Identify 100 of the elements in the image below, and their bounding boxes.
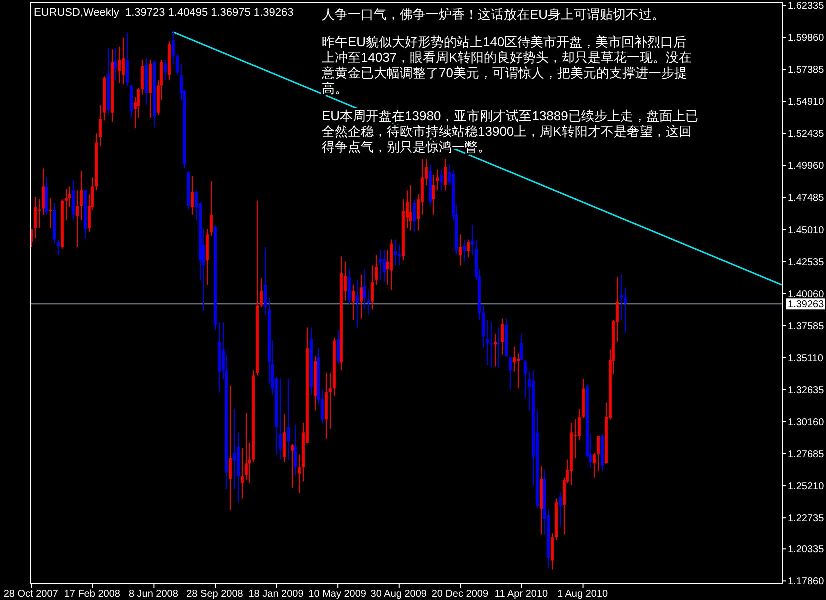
candlestick	[513, 346, 516, 372]
candlestick	[176, 54, 179, 76]
y-tick-label: 1.49960	[788, 161, 825, 172]
candlestick	[520, 334, 523, 361]
y-tick-label: 1.37585	[788, 321, 825, 332]
candlestick	[164, 59, 167, 82]
y-tick-label: 1.45010	[788, 225, 825, 236]
candlestick	[99, 104, 102, 148]
candlestick	[559, 492, 562, 528]
candlestick	[337, 330, 340, 365]
candlestick	[38, 199, 41, 229]
candlestick	[294, 424, 297, 476]
candlestick	[279, 379, 282, 460]
candlestick	[624, 287, 627, 334]
ref-line-label: 1.39263	[788, 300, 825, 311]
candlestick	[229, 386, 232, 511]
candlestick	[34, 196, 37, 239]
x-tick-label: 1 Aug 2010	[557, 589, 609, 600]
candlestick	[80, 170, 83, 221]
candlestick	[398, 244, 401, 266]
candlestick	[409, 184, 412, 232]
candlestick	[57, 239, 60, 256]
candlestick	[501, 318, 504, 356]
candlestick	[360, 274, 363, 320]
chart-title: EURUSD,Weekly 1.39723 1.40495 1.36975 1.39263	[34, 7, 294, 19]
candlestick	[65, 188, 68, 221]
candlestick	[524, 360, 527, 398]
candlestick	[141, 59, 144, 96]
y-tick-label: 1.17860	[788, 576, 825, 588]
candlestick	[436, 169, 439, 192]
candlestick	[287, 379, 290, 460]
candlestick	[551, 533, 554, 570]
candlestick	[379, 250, 382, 280]
candlestick	[432, 174, 435, 216]
candlestick	[517, 353, 520, 390]
x-tick-label: 30 Aug 2009	[370, 589, 428, 600]
candlestick	[597, 436, 600, 472]
candlestick	[126, 32, 129, 86]
x-tick-label: 28 Sep 2008	[186, 589, 244, 600]
candlestick	[329, 372, 332, 430]
candlestick	[210, 181, 213, 236]
candlestick	[444, 159, 447, 192]
candlestick	[463, 239, 466, 262]
y-tick-label: 1.30160	[788, 417, 825, 428]
y-tick-label: 1.40060	[788, 289, 825, 300]
x-tick-label: 20 Dec 2009	[432, 589, 489, 600]
candlestick	[471, 225, 474, 256]
y-tick-label: 1.27685	[788, 450, 825, 461]
candlestick	[241, 448, 244, 500]
candlestick	[593, 452, 596, 478]
candlestick	[245, 412, 248, 481]
candlestick	[114, 48, 117, 82]
candlestick	[264, 247, 267, 316]
candlestick	[371, 265, 374, 310]
candlestick	[118, 46, 121, 84]
candlestick	[486, 320, 489, 366]
candlestick	[413, 199, 416, 232]
y-tick-label: 1.62335	[788, 1, 825, 12]
candlestick	[42, 168, 45, 216]
candlestick	[494, 334, 497, 368]
x-tick-label: 11 Apr 2010	[494, 589, 549, 600]
annotation: 昨午EU貌似大好形势的站上140区待美市开盘，美市回补烈口后上冲至14037，眼看周K转阳的良好势头，却只是草花一现。没在意黄金已大幅调整了70美元，可谓惊人，把美元的支撑进一步提高。	[321, 34, 692, 96]
candlestick	[467, 239, 470, 258]
candlestick	[76, 190, 79, 248]
candlestick	[233, 408, 236, 490]
x-tick-label: 10 May 2009	[308, 589, 367, 600]
candlestick	[578, 408, 581, 441]
y-tick-label: 1.57385	[788, 65, 825, 76]
candlestick	[363, 269, 366, 310]
x-tick-label: 17 Feb 2008	[64, 589, 121, 600]
candlestick	[298, 454, 301, 494]
x-tick-label: 8 Jun 2008	[128, 589, 179, 600]
y-tick-label: 1.25210	[788, 482, 825, 493]
x-tick-label: 18 Jan 2009	[248, 589, 304, 600]
candlestick	[620, 274, 623, 321]
y-tick-label: 1.52435	[788, 129, 825, 140]
y-tick-label: 1.54910	[788, 97, 825, 108]
candlestick	[260, 278, 263, 308]
candlestick	[367, 290, 370, 316]
candlestick	[191, 176, 194, 216]
candlestick	[440, 169, 443, 192]
candlestick	[375, 254, 378, 286]
y-tick-label: 1.32635	[788, 385, 825, 396]
annotation: 人争一口气，佛争一炉香！这话放在EU身上可谓贴切不过。	[322, 7, 666, 22]
y-tick-label: 1.42535	[788, 257, 825, 268]
y-tick-label: 1.35110	[788, 353, 824, 364]
candlestick	[383, 250, 386, 283]
candlestick	[394, 239, 397, 266]
candlestick	[352, 284, 355, 321]
candlestick	[172, 30, 175, 66]
candlestick	[459, 234, 462, 266]
y-tick-label: 1.22735	[788, 514, 825, 525]
candlestick	[348, 269, 351, 305]
y-tick-label: 1.20335	[788, 544, 825, 556]
candlestick	[509, 357, 512, 390]
x-tick-label: 28 Oct 2007	[4, 589, 59, 600]
y-tick-label: 1.47485	[788, 193, 825, 204]
y-tick-label: 1.59860	[788, 33, 825, 44]
candlestick	[49, 198, 52, 229]
candlestick	[291, 444, 294, 489]
